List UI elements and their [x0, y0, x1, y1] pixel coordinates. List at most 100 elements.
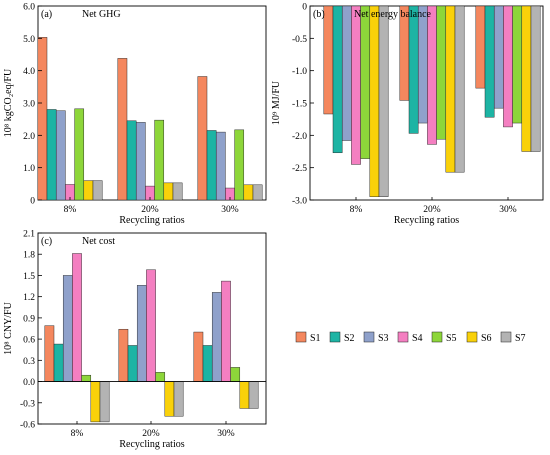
chart-panel-1: 0 1.0 2.0 3.0 4.0 5.0 6.0 8% 20% 30% Recycling rat… [3, 3, 267, 226]
y-tick-label: 2.0 [23, 132, 35, 142]
x-tick-label: 8% [71, 429, 84, 439]
bar-s3-8pct [55, 110, 66, 201]
legend-label: S4 [412, 333, 423, 344]
bar-s2-20pct [126, 120, 137, 201]
y-tick-label: -2.0 [292, 132, 307, 142]
y-tick-label: 1.8 [23, 251, 35, 261]
chart-title: Net cost [82, 236, 115, 247]
bar-s6-30pct [521, 5, 532, 152]
panel-label: (a) [41, 9, 52, 20]
y-axis-label: 10⁹ MJ/FU [271, 80, 282, 125]
bar-s4-8pct [351, 5, 361, 165]
bar-s2-8pct [332, 5, 343, 154]
legend-label: S6 [481, 333, 492, 344]
bar-s3-30pct [215, 131, 226, 201]
x-tick-label: 8% [64, 205, 77, 215]
x-tick-label: 30% [499, 205, 517, 215]
bar-s2-8pct [46, 109, 57, 201]
y-tick-label: -0.3 [20, 399, 35, 409]
legend-item-s4: S4 [397, 331, 423, 344]
bar-s7-8pct [99, 381, 110, 423]
y-tick-label: 2.1 [23, 230, 35, 240]
bar-s1-30pct [193, 331, 204, 382]
y-axis-label: 10⁸ kgCO₂eq/FU [3, 68, 14, 137]
bar-s6-8pct [369, 5, 380, 197]
bar-s2-8pct [53, 343, 64, 382]
bar-s1-20pct [117, 58, 128, 201]
bar-s5-20pct [154, 119, 165, 201]
bar-s5-20pct [155, 372, 166, 382]
y-tick-label: -0.6 [20, 421, 35, 431]
bar-s5-30pct [230, 367, 241, 382]
bar-s1-30pct [475, 5, 486, 89]
bar-s6-20pct [445, 5, 456, 173]
bar-s2-20pct [127, 345, 138, 382]
legend-swatch [466, 331, 478, 343]
bar-s7-20pct [172, 182, 183, 201]
bar-s3-30pct [211, 292, 222, 382]
bar-s3-8pct [341, 5, 352, 141]
plot-frame [37, 232, 267, 425]
bar-s1-8pct [44, 325, 55, 382]
y-tick-label: 0.6 [23, 336, 35, 346]
bar-s7-30pct [248, 381, 259, 409]
legend-item-s7: S7 [500, 331, 526, 344]
y-tick-label: 0 [30, 197, 35, 207]
y-tick-label: 1.5 [23, 272, 35, 282]
y-tick-label: 0 [302, 3, 307, 13]
bar-s5-8pct [81, 374, 92, 382]
bar-s3-8pct [62, 275, 73, 382]
chart-panel-2: 0 -0.5 -1.0 -1.5 -2.0 -2.5 -3.0 8% 20% 30% Recycli… [271, 3, 544, 226]
bar-s3-20pct [417, 5, 428, 124]
bar-s4-8pct [72, 253, 82, 382]
y-tick-label: -1.0 [292, 67, 307, 77]
legend-swatch [295, 331, 307, 343]
y-tick-label: 4.0 [23, 67, 35, 77]
chart-title: Net energy balance [354, 9, 432, 20]
bar-s3-30pct [493, 5, 504, 109]
y-tick-label: 6.0 [23, 3, 35, 13]
bar-s2-30pct [484, 5, 495, 118]
bar-s6-30pct [243, 184, 254, 201]
legend-label: S5 [446, 333, 457, 344]
chart-panel-3: -0.6 -0.3 0.0 0.3 0.6 0.9 1.2 1.5 1.8 2.1 8% 20% 30%… [3, 230, 267, 450]
bar-s6-20pct [164, 381, 175, 417]
legend-label: S7 [515, 333, 526, 344]
y-tick-label: -2.5 [292, 164, 307, 174]
y-tick-label: -1.5 [292, 100, 307, 110]
panel-label: (b) [313, 9, 325, 20]
x-axis-label: Recycling ratios [394, 215, 459, 226]
bar-s7-30pct [530, 5, 541, 152]
bar-s4-30pct [221, 280, 231, 382]
legend-item-s5: S5 [431, 331, 457, 344]
legend-swatch [329, 331, 341, 343]
y-tick-label: 5.0 [23, 35, 35, 45]
legend-label: S1 [310, 333, 321, 344]
bar-s5-8pct [74, 108, 85, 201]
y-tick-label: -3.0 [292, 197, 307, 207]
legend-swatch [363, 331, 375, 343]
x-axis-label: Recycling ratios [119, 215, 184, 226]
x-tick-label: 20% [141, 205, 159, 215]
y-tick-label: -0.5 [292, 35, 307, 45]
x-tick-label: 20% [423, 205, 441, 215]
bar-s6-30pct [239, 381, 250, 409]
panel-label: (c) [41, 236, 52, 247]
bar-s6-8pct [90, 381, 101, 423]
bar-s5-8pct [360, 5, 371, 159]
y-tick-label: 1.2 [23, 293, 35, 303]
x-tick-label: 20% [142, 429, 160, 439]
y-tick-label: 0.3 [23, 357, 35, 367]
bar-s2-30pct [202, 345, 213, 382]
bar-s6-20pct [163, 182, 174, 201]
bar-s5-20pct [436, 5, 447, 140]
plot-frame [37, 5, 267, 201]
legend-label: S3 [378, 333, 389, 344]
legend-swatch [500, 331, 512, 343]
bar-s1-20pct [399, 5, 410, 101]
bar-s7-20pct [173, 381, 184, 417]
bar-s3-20pct [135, 122, 146, 201]
legend-item-s1: S1 [295, 331, 321, 344]
y-tick-label: 1.0 [23, 164, 35, 174]
